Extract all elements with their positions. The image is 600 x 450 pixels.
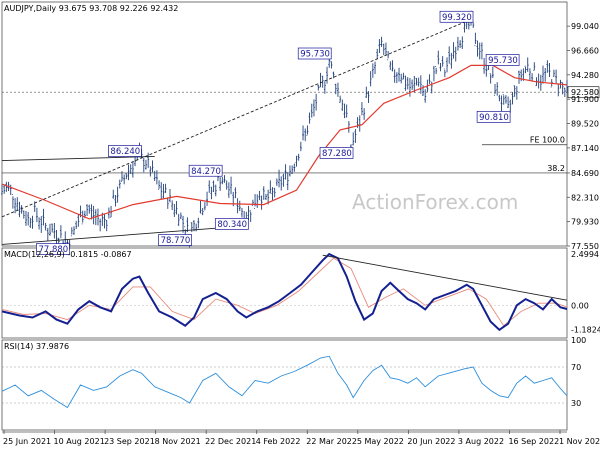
price-annotation-box <box>108 145 142 157</box>
macd-signal-line <box>1 257 568 327</box>
fe-100-level-label: FE 100.0 <box>530 136 565 145</box>
price-annotation-label: 84.270 <box>191 167 221 177</box>
price-annotation-label: 77.880 <box>38 245 68 255</box>
x-tick-label: 3 Aug 2022 <box>458 437 504 446</box>
price-annotation-box <box>188 164 223 177</box>
price-annotation-box <box>36 243 70 255</box>
price-annotation-label: 78.770 <box>161 236 191 246</box>
x-tick-label: 25 Jun 2021 <box>3 437 51 446</box>
price-annotation-box <box>439 10 474 23</box>
trendline-channel-bottom <box>1 226 232 245</box>
x-tick-label: 22 Dec 2021 <box>205 437 256 446</box>
price-annotation-box <box>476 110 511 123</box>
price-annotation-label: 99.320 <box>442 13 472 23</box>
rsi-y-tick-label: 30 <box>571 399 581 408</box>
x-tick-label: 16 Sep 2022 <box>508 437 559 446</box>
rsi-line <box>1 355 568 409</box>
current-price-box <box>567 86 600 99</box>
x-tick-label: 10 Aug 2021 <box>54 437 105 446</box>
price-y-tick-label: 89.520 <box>571 120 599 129</box>
macd-y-tick-label: 0.00 <box>571 301 589 310</box>
price-y-tick-label: 84.690 <box>571 169 599 178</box>
x-tick-label: 5 May 2022 <box>357 437 404 446</box>
price-annotation-label: 95.730 <box>488 56 518 66</box>
price-annotation-label: 86.240 <box>110 147 140 157</box>
price-y-tick-label: 94.280 <box>571 71 599 80</box>
price-y-tick-label: 87.140 <box>571 144 599 153</box>
x-tick-label: 1 Nov 2022 <box>559 437 600 446</box>
price-y-tick-label: 82.310 <box>571 193 599 202</box>
macd-panel-title: MACD(12,26,9) -0.1815 -0.0867 <box>4 250 132 259</box>
current-price-label: 92.580 <box>571 88 599 97</box>
macd-panel-frame <box>1 247 568 339</box>
price-annotation-label: 90.810 <box>479 113 509 123</box>
rsi-panel-frame <box>1 339 568 431</box>
price-panel-frame <box>1 1 568 247</box>
x-tick-label: 23 Sep 2021 <box>104 437 155 446</box>
watermark: ActionForex.com <box>352 190 518 214</box>
x-tick-label: 22 Mar 2022 <box>306 437 357 446</box>
macd-line <box>1 252 568 332</box>
fib-38-level-label: 38.2 <box>547 164 565 173</box>
price-y-tick-label: 96.660 <box>571 46 599 55</box>
macd-y-tick-label: 2.4994 <box>571 250 599 259</box>
instrument-title: AUDJPY,Daily 93.675 93.708 92.226 92.432 <box>4 4 178 13</box>
price-y-tick-label: 77.550 <box>571 242 599 251</box>
price-annotation-label: 80.340 <box>217 220 247 230</box>
trendline-rising-resistance <box>1 18 472 218</box>
rsi-y-tick-label: 70 <box>571 363 581 372</box>
trendline-channel-top <box>1 156 155 162</box>
rsi-panel-title: RSI(14) 37.9876 <box>4 342 69 351</box>
macd-y-tick-label: -1.1824 <box>571 325 600 334</box>
price-y-tick-label: 79.930 <box>571 218 599 227</box>
price-annotation-box <box>214 218 249 230</box>
rsi-y-tick-label: 100 <box>571 336 586 345</box>
price-annotation-label: 95.730 <box>300 50 330 60</box>
x-tick-label: 4 Feb 2022 <box>256 437 301 446</box>
price-y-tick-label: 99.040 <box>571 22 599 31</box>
x-tick-label: 8 Nov 2021 <box>155 437 201 446</box>
price-annotation-label: 87.280 <box>322 149 352 159</box>
price-annotation-box <box>485 54 520 66</box>
price-annotation-box <box>297 47 332 60</box>
price-annotation-box <box>319 147 354 159</box>
macd-trendline <box>322 254 568 301</box>
price-y-tick-label: 91.900 <box>571 95 599 104</box>
x-tick-label: 20 Jun 2022 <box>407 437 455 446</box>
price-annotation-box <box>158 234 192 246</box>
